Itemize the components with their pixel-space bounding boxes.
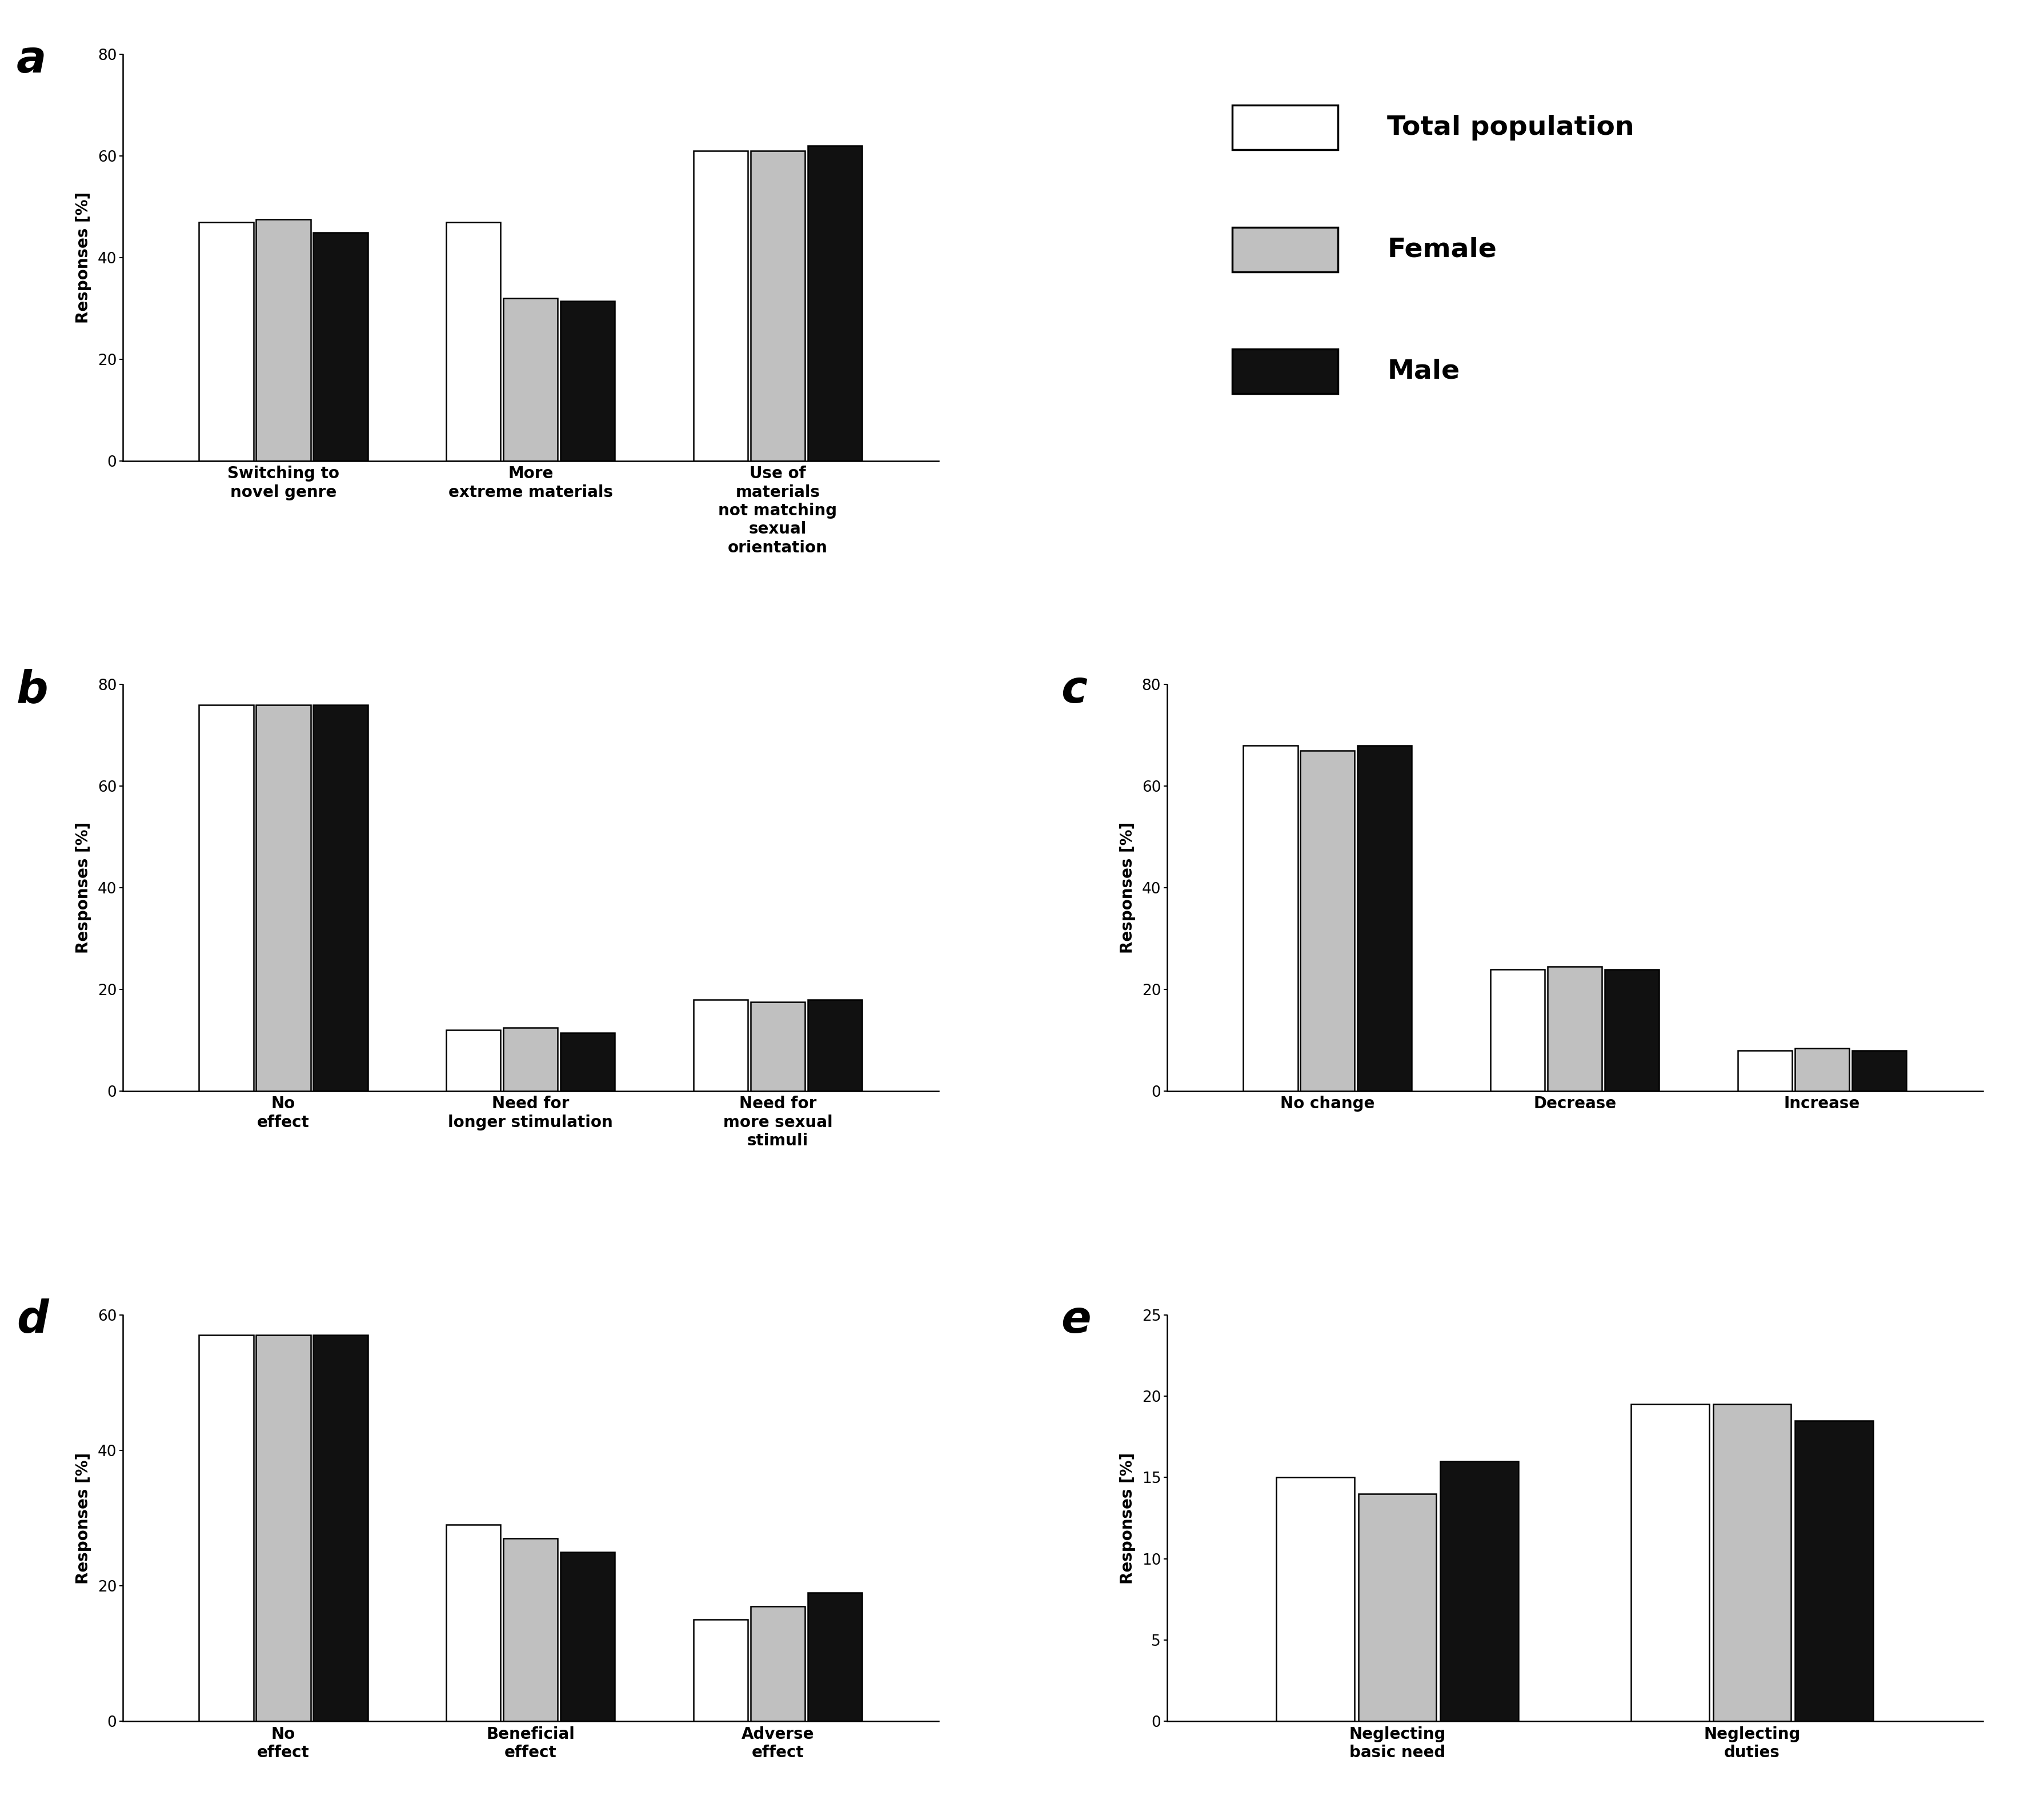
Bar xyxy=(1605,969,1660,1091)
Text: Male: Male xyxy=(1388,359,1459,384)
Bar xyxy=(503,299,558,460)
Bar xyxy=(1233,350,1339,393)
Bar xyxy=(1490,969,1545,1091)
Bar xyxy=(1359,1493,1437,1721)
Bar xyxy=(1631,1404,1709,1721)
Bar xyxy=(256,219,311,460)
Bar xyxy=(693,1620,748,1721)
Bar xyxy=(1441,1460,1519,1721)
Y-axis label: Responses [%]: Responses [%] xyxy=(1120,1453,1134,1584)
Bar xyxy=(446,1526,501,1721)
Y-axis label: Responses [%]: Responses [%] xyxy=(1120,823,1134,953)
Bar xyxy=(198,1335,253,1721)
Bar xyxy=(1547,966,1602,1091)
Bar xyxy=(807,145,863,460)
Bar xyxy=(446,223,501,460)
Bar xyxy=(198,223,253,460)
Text: c: c xyxy=(1061,669,1087,712)
Bar xyxy=(503,1538,558,1721)
Bar xyxy=(1233,226,1339,272)
Bar xyxy=(1357,745,1412,1091)
Text: Female: Female xyxy=(1388,237,1496,263)
Bar xyxy=(313,705,368,1091)
Text: b: b xyxy=(16,669,49,712)
Bar xyxy=(1275,1477,1355,1721)
Text: Total population: Total population xyxy=(1388,114,1635,140)
Bar xyxy=(807,1000,863,1091)
Bar xyxy=(560,1553,615,1721)
Bar xyxy=(560,1033,615,1091)
Text: e: e xyxy=(1061,1299,1091,1343)
Bar xyxy=(750,1605,805,1721)
Y-axis label: Responses [%]: Responses [%] xyxy=(76,823,92,953)
Bar xyxy=(1795,1047,1850,1091)
Bar xyxy=(750,1002,805,1091)
Bar xyxy=(256,1335,311,1721)
Bar xyxy=(1852,1051,1907,1091)
Bar xyxy=(1737,1051,1793,1091)
Bar xyxy=(198,705,253,1091)
Bar xyxy=(1795,1421,1872,1721)
Bar xyxy=(446,1031,501,1091)
Bar xyxy=(1243,745,1298,1091)
Bar xyxy=(313,1335,368,1721)
Bar xyxy=(313,232,368,460)
Text: a: a xyxy=(16,38,47,82)
Bar xyxy=(1300,750,1355,1091)
Bar xyxy=(560,301,615,460)
Y-axis label: Responses [%]: Responses [%] xyxy=(76,192,92,323)
Bar xyxy=(503,1027,558,1091)
Bar xyxy=(1233,105,1339,150)
Bar xyxy=(256,705,311,1091)
Bar xyxy=(750,150,805,460)
Bar xyxy=(807,1593,863,1721)
Bar xyxy=(693,1000,748,1091)
Bar xyxy=(693,150,748,460)
Text: d: d xyxy=(16,1299,49,1343)
Bar xyxy=(1713,1404,1791,1721)
Y-axis label: Responses [%]: Responses [%] xyxy=(76,1453,92,1584)
